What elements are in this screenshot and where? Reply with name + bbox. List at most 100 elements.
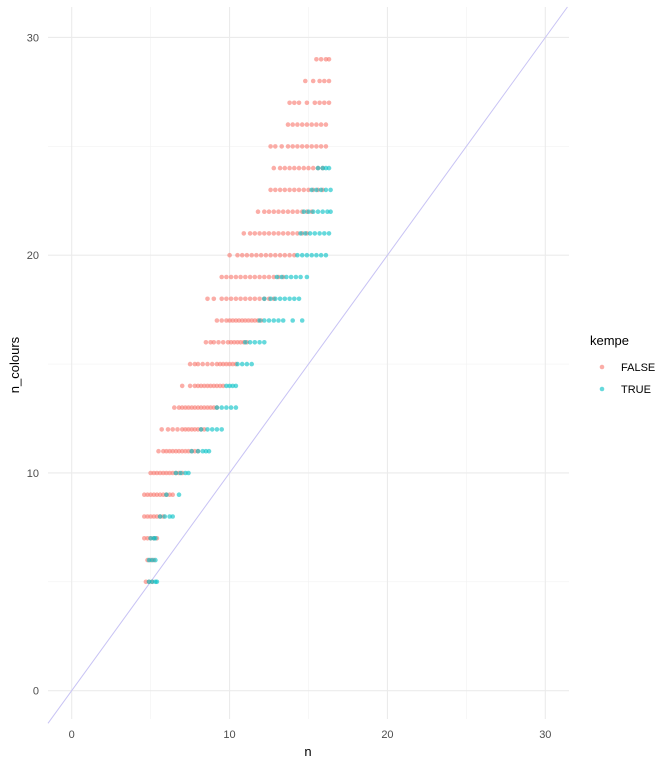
point-false — [295, 209, 300, 214]
point-false — [192, 361, 198, 367]
point-false — [322, 100, 327, 106]
point-true — [195, 448, 201, 454]
point-false — [220, 383, 226, 389]
point-true — [198, 427, 204, 432]
point-false — [290, 209, 296, 214]
point-false — [318, 144, 324, 149]
point-true — [298, 231, 303, 236]
point-false — [243, 296, 248, 302]
point-false — [312, 100, 318, 106]
point-false — [202, 383, 207, 389]
point-true — [318, 252, 324, 258]
point-false — [292, 100, 297, 106]
point-false — [202, 405, 207, 410]
point-true — [318, 187, 324, 193]
point-false — [277, 252, 283, 258]
point-true — [228, 405, 234, 410]
point-false — [249, 252, 254, 258]
y-axis-ticks: 0 10 20 30 — [27, 32, 39, 697]
point-true — [148, 536, 153, 541]
point-false — [296, 100, 302, 106]
point-false — [306, 165, 311, 171]
point-false — [200, 361, 205, 367]
point-false — [296, 187, 302, 193]
point-true — [274, 274, 280, 280]
point-true — [189, 448, 194, 454]
point-false — [285, 231, 291, 236]
point-false — [170, 470, 175, 476]
point-true — [303, 231, 308, 236]
point-true — [320, 165, 326, 171]
point-true — [328, 187, 333, 193]
point-true — [299, 318, 305, 323]
point-true — [306, 209, 311, 214]
point-false — [247, 231, 253, 236]
point-true — [295, 252, 300, 258]
point-true — [290, 318, 296, 323]
point-false — [142, 536, 147, 541]
point-true — [268, 296, 273, 302]
point-false — [276, 209, 281, 214]
point-true — [224, 383, 229, 389]
point-true — [230, 383, 235, 389]
point-true — [257, 340, 262, 345]
point-true — [146, 579, 152, 585]
x-tick-label: 30 — [539, 729, 551, 741]
point-true — [326, 165, 332, 171]
point-false — [317, 78, 322, 84]
point-false — [301, 187, 307, 193]
point-true — [224, 405, 229, 410]
point-true — [326, 231, 332, 236]
y-tick-label: 10 — [27, 468, 39, 480]
point-true — [323, 187, 329, 193]
y-tick-label: 20 — [27, 250, 39, 262]
point-true — [304, 252, 310, 258]
point-false — [326, 100, 332, 106]
point-false — [148, 492, 153, 498]
point-true — [317, 231, 322, 236]
point-false — [179, 405, 185, 410]
x-axis-ticks: 0 10 20 30 — [69, 729, 552, 741]
point-false — [164, 448, 169, 454]
point-true — [176, 492, 182, 498]
point-false — [170, 448, 175, 454]
point-false — [211, 296, 217, 302]
point-true — [244, 361, 250, 367]
point-false — [214, 383, 220, 389]
point-true — [276, 318, 281, 323]
point-false — [230, 361, 235, 367]
point-false — [285, 122, 291, 127]
point-true — [271, 318, 277, 323]
point-false — [287, 165, 292, 171]
point-true — [292, 296, 297, 302]
point-true — [170, 514, 175, 519]
point-false — [244, 252, 250, 258]
point-true — [154, 579, 160, 585]
point-false — [290, 144, 296, 149]
point-false — [282, 187, 288, 193]
point-false — [252, 231, 258, 236]
point-true — [273, 296, 278, 302]
point-true — [293, 274, 299, 280]
point-false — [192, 383, 198, 389]
point-false — [246, 318, 251, 323]
point-false — [277, 165, 283, 171]
point-false — [243, 318, 248, 323]
point-false — [247, 296, 253, 302]
data-points — [142, 57, 333, 585]
point-true — [178, 470, 183, 476]
point-false — [273, 252, 278, 258]
x-axis-title: n — [304, 744, 311, 759]
point-false — [208, 405, 213, 410]
point-false — [164, 470, 169, 476]
point-false — [310, 165, 316, 171]
point-false — [299, 122, 305, 127]
point-false — [282, 252, 288, 258]
point-true — [209, 427, 215, 432]
legend-label-false: FALSE — [621, 362, 655, 374]
point-false — [252, 296, 258, 302]
point-true — [243, 340, 248, 345]
point-true — [262, 318, 267, 323]
point-false — [287, 100, 292, 106]
point-true — [288, 274, 294, 280]
